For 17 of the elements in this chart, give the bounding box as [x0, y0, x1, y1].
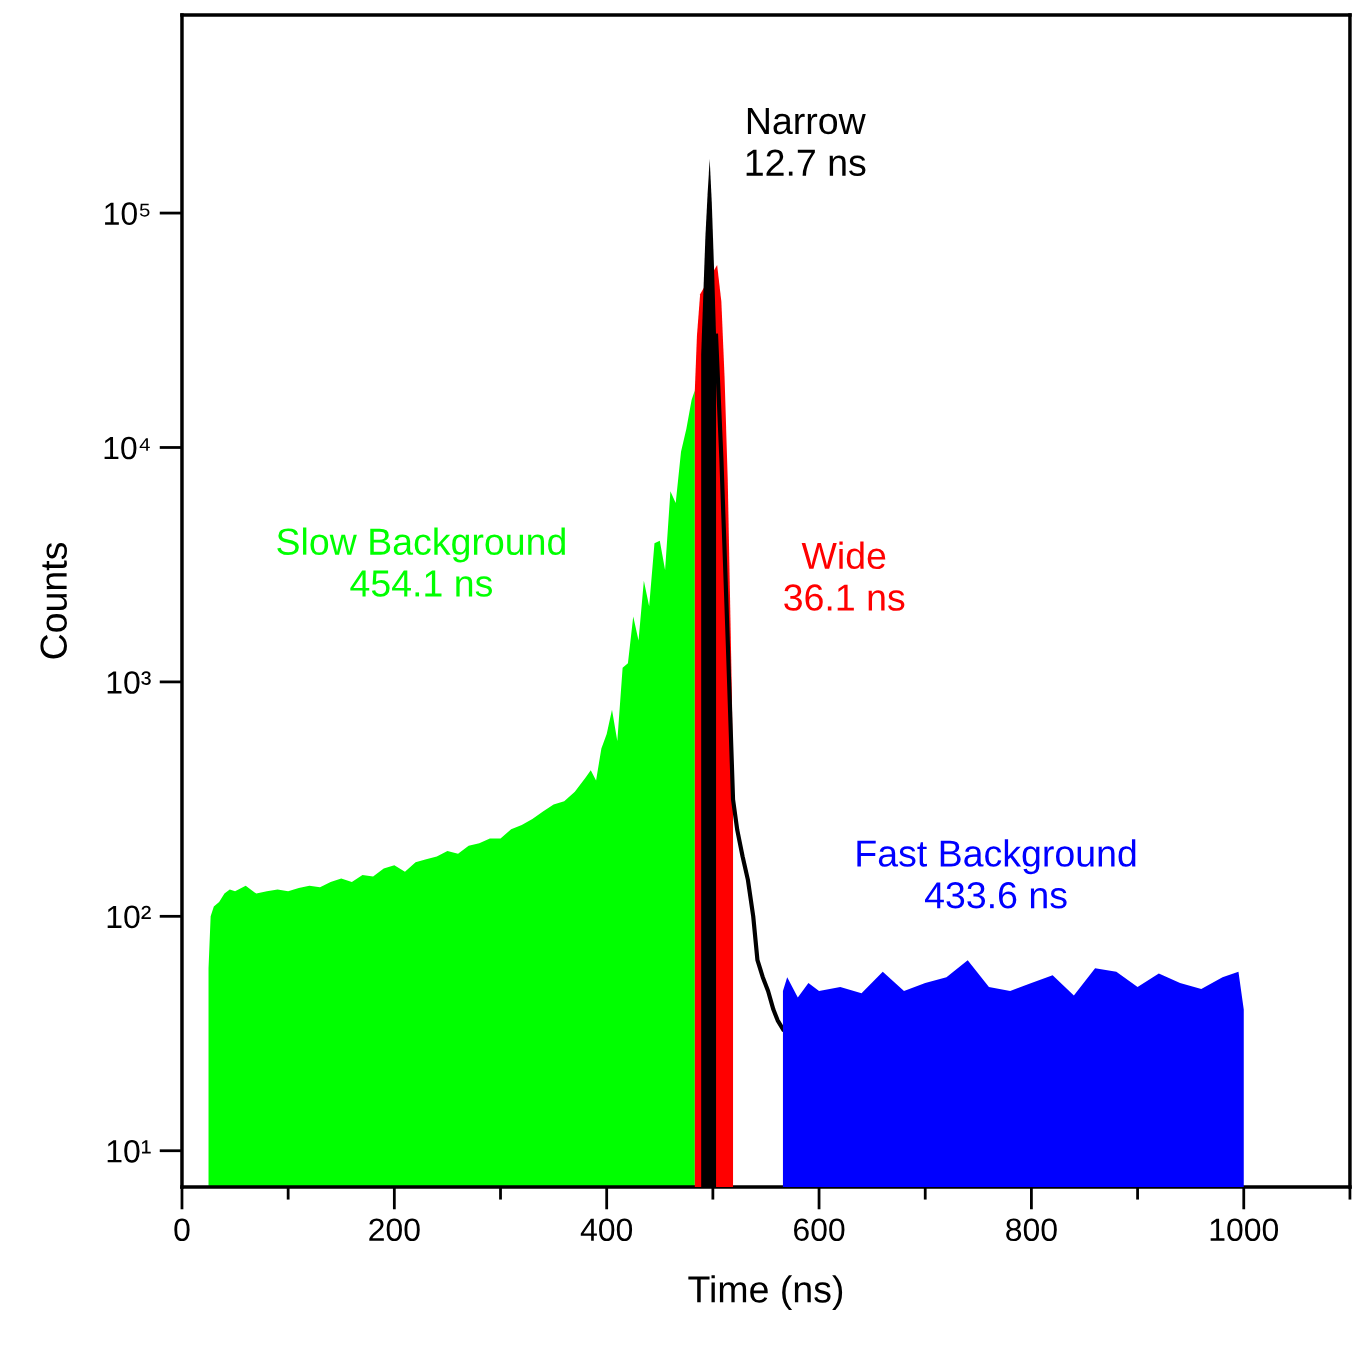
series-label: Wide 36.1 ns: [784, 541, 905, 611]
x-tick-label: 200: [369, 1218, 420, 1242]
x-tick-label: 1000: [1210, 1218, 1279, 1242]
y-tick-label: 10⁴: [104, 436, 150, 460]
x-axis-title: Time (ns): [688, 1275, 843, 1311]
y-tick-label: 10²: [107, 905, 151, 929]
series-label: Slow Background 454.1 ns: [277, 527, 565, 597]
series-label: Narrow 12.7 ns: [746, 108, 866, 177]
x-tick-label: 400: [580, 1218, 633, 1242]
x-tick-label: 600: [794, 1218, 845, 1242]
y-axis-title: Counts: [40, 542, 67, 659]
x-tick-label: 800: [1006, 1218, 1057, 1242]
y-tick-label: 10³: [107, 671, 151, 694]
y-tick-label: 10¹: [107, 1140, 151, 1163]
y-tick-label: 10⁵: [105, 202, 150, 225]
x-tick-label: 0: [174, 1218, 190, 1242]
series-label: Fast Background 433.6 ns: [857, 839, 1136, 909]
